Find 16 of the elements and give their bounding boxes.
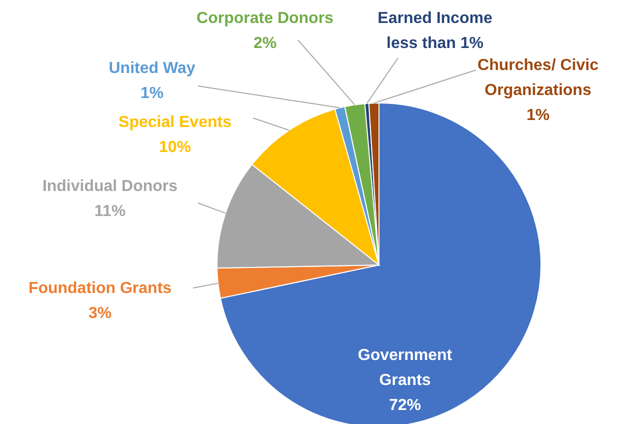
- data-label: 1%: [526, 107, 550, 124]
- data-label: 10%: [158, 139, 192, 156]
- slice-label: Government Grants: [358, 347, 453, 389]
- data-label: less than 1%: [386, 35, 484, 52]
- data-label: 3%: [88, 305, 112, 322]
- data-label: 11%: [94, 203, 126, 220]
- data-label: 72%: [388, 397, 422, 414]
- slice-label: Churches/ Civic Organizations: [478, 57, 599, 99]
- slice-label: Special Events: [118, 114, 232, 131]
- slice-label: United Way: [108, 60, 196, 77]
- data-label: 1%: [140, 85, 164, 102]
- data-label: 2%: [253, 35, 277, 52]
- slice-label: Earned Income: [378, 10, 492, 27]
- slice-label: Corporate Donors: [196, 10, 334, 27]
- slice-label: Foundation Grants: [28, 280, 172, 297]
- slice-label: Individual Donors: [42, 178, 178, 195]
